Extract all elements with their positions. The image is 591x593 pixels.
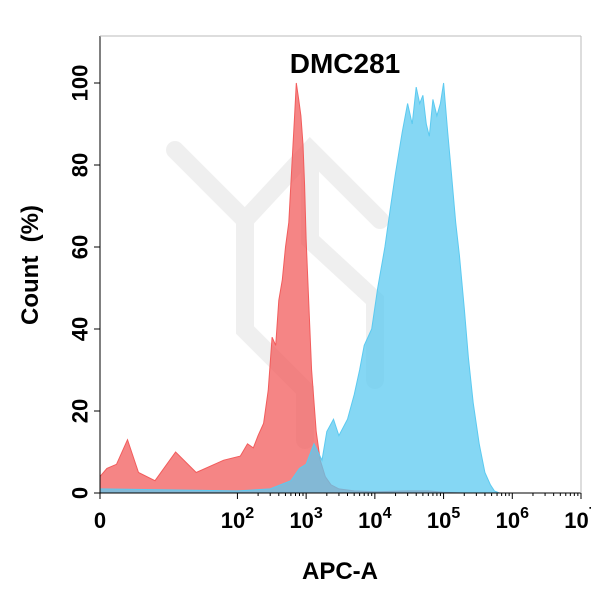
y-tick-label: 40	[68, 317, 93, 341]
x-tick-label: 0	[94, 508, 106, 533]
y-tick-label: 60	[68, 235, 93, 259]
ticks: 0 20 40 60 80 100 0 102 103 104 105 106 107	[68, 65, 591, 533]
y-tick-label: 0	[68, 487, 93, 499]
x-axis-title: APC-A	[302, 558, 378, 585]
x-tick-label: 102	[221, 505, 254, 533]
y-tick-label: 80	[68, 153, 93, 177]
chart-title: DMC281	[290, 48, 400, 79]
series-layer	[99, 82, 500, 494]
y-tick-label: 20	[68, 399, 93, 423]
x-tick-label: 104	[358, 505, 391, 533]
y-axis-title: Count (%)	[17, 205, 44, 325]
x-tick-label: 107	[564, 505, 591, 533]
axes	[99, 35, 582, 494]
y-tick-label: 100	[68, 65, 93, 102]
x-tick-label: 103	[289, 505, 322, 533]
histogram-series-2	[99, 82, 500, 494]
x-tick-label: 106	[496, 505, 529, 533]
x-tick-label: 105	[427, 505, 460, 533]
